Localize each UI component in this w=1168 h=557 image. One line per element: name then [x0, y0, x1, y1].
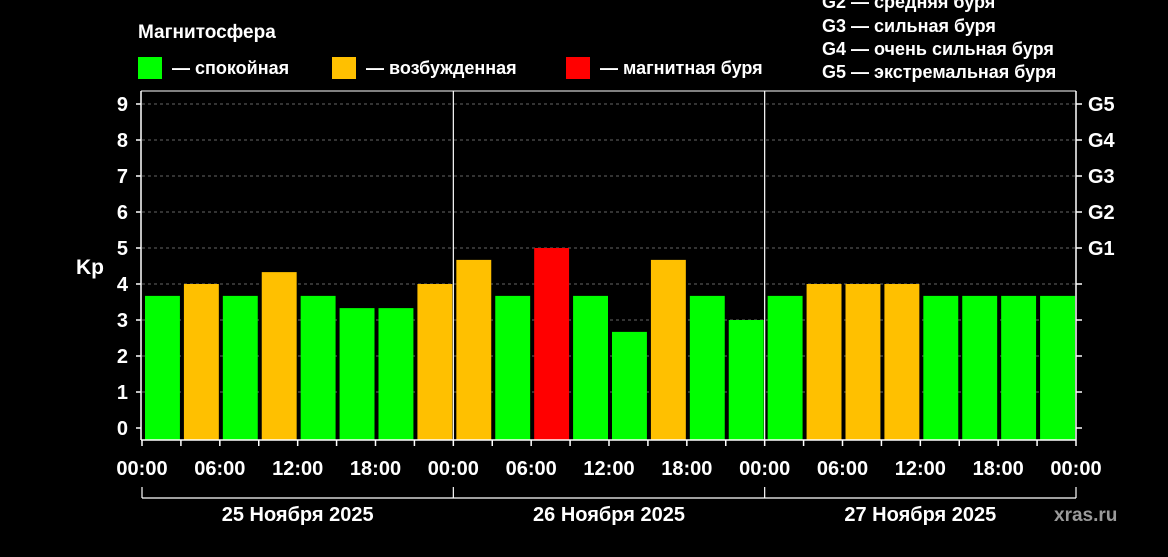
bar — [300, 295, 336, 440]
bar — [650, 259, 686, 440]
x-tick-label: 18:00 — [661, 458, 712, 480]
y-tick-label: 6 — [117, 202, 128, 224]
watermark: xras.ru — [1054, 505, 1117, 526]
day-label: 27 Ноября 2025 — [844, 504, 996, 526]
bar — [728, 320, 764, 440]
bar — [1001, 295, 1037, 440]
x-ticks: 00:00 06:00 12:00 18:00 00:00 06:00 12:00 18:00… — [116, 440, 1102, 480]
bar — [145, 295, 180, 440]
x-tick-label: 12:00 — [583, 458, 634, 480]
storm-tick-label: G1 — [1088, 238, 1115, 260]
x-tick-label: 12:00 — [272, 458, 323, 480]
x-tick-label: 06:00 — [817, 458, 868, 480]
y-tick-label: 9 — [117, 94, 128, 116]
y-tick-label: 2 — [117, 346, 128, 368]
legend-swatch-active — [332, 57, 356, 79]
storm-tick-label: G3 — [1088, 166, 1115, 188]
bar — [689, 295, 725, 440]
bar — [417, 284, 453, 440]
bar — [1040, 295, 1075, 440]
x-tick-label: 00:00 — [1050, 458, 1101, 480]
y-tick-label: 1 — [117, 382, 128, 404]
legend-swatch-quiet — [138, 57, 162, 79]
bar — [378, 308, 414, 440]
day-label: 25 Ноября 2025 — [222, 504, 374, 526]
storm-levels: G2 — средняя буря G3 — сильная буря G4 —… — [822, 0, 1056, 82]
x-tick-label: 18:00 — [973, 458, 1024, 480]
day-label: 26 Ноября 2025 — [533, 504, 685, 526]
bar — [845, 284, 881, 440]
y-tick-label: 8 — [117, 130, 128, 152]
bar — [261, 272, 297, 440]
bar — [923, 295, 959, 440]
legend-label-quiet: — спокойная — [172, 58, 289, 78]
storm-tick-label: G5 — [1088, 94, 1115, 116]
y-ticks: 0 1 2 3 4 5 6 7 8 9 — [117, 94, 141, 440]
legend: — спокойная — возбужденная — магнитная б… — [138, 57, 763, 79]
bar — [339, 308, 375, 440]
bar — [767, 295, 803, 440]
bar — [495, 295, 531, 440]
bar — [573, 295, 608, 440]
y-tick-label: 0 — [117, 418, 128, 440]
bar — [183, 284, 219, 440]
storm-level-g3: G3 — сильная буря — [822, 16, 996, 36]
storm-ticks: G1 G2 G3 G4 G5 — [1076, 94, 1116, 429]
bar — [222, 295, 258, 440]
day-labels: 25 Ноября 2025 26 Ноября 2025 27 Ноября 20… — [141, 487, 1077, 526]
x-tick-label: 06:00 — [506, 458, 557, 480]
storm-tick-label: G2 — [1088, 202, 1115, 224]
storm-level-g2: G2 — средняя буря — [822, 0, 995, 12]
storm-level-g4: G4 — очень сильная буря — [822, 39, 1054, 59]
x-tick-label: 18:00 — [350, 458, 401, 480]
x-tick-label: 00:00 — [428, 458, 479, 480]
x-tick-label: 00:00 — [116, 458, 167, 480]
legend-title: Магнитосфера — [138, 22, 276, 43]
storm-level-g5: G5 — экстремальная буря — [822, 62, 1056, 82]
y-tick-label: 7 — [117, 166, 128, 188]
y-tick-label: 4 — [117, 274, 129, 296]
x-tick-label: 12:00 — [895, 458, 946, 480]
y-axis-label: Kp — [76, 256, 104, 279]
bar — [962, 295, 998, 440]
bars — [145, 248, 1075, 440]
storm-tick-label: G4 — [1088, 130, 1116, 152]
x-tick-label: 00:00 — [739, 458, 790, 480]
legend-label-storm: — магнитная буря — [600, 58, 763, 78]
x-tick-label: 06:00 — [194, 458, 245, 480]
bar — [456, 259, 492, 440]
legend-swatch-storm — [566, 57, 590, 79]
y-tick-label: 3 — [117, 310, 128, 332]
y-tick-label: 5 — [117, 238, 128, 260]
bar — [612, 331, 647, 440]
bar — [534, 248, 570, 440]
bar — [806, 284, 842, 440]
bar — [884, 284, 920, 440]
legend-label-active: — возбужденная — [366, 58, 517, 78]
